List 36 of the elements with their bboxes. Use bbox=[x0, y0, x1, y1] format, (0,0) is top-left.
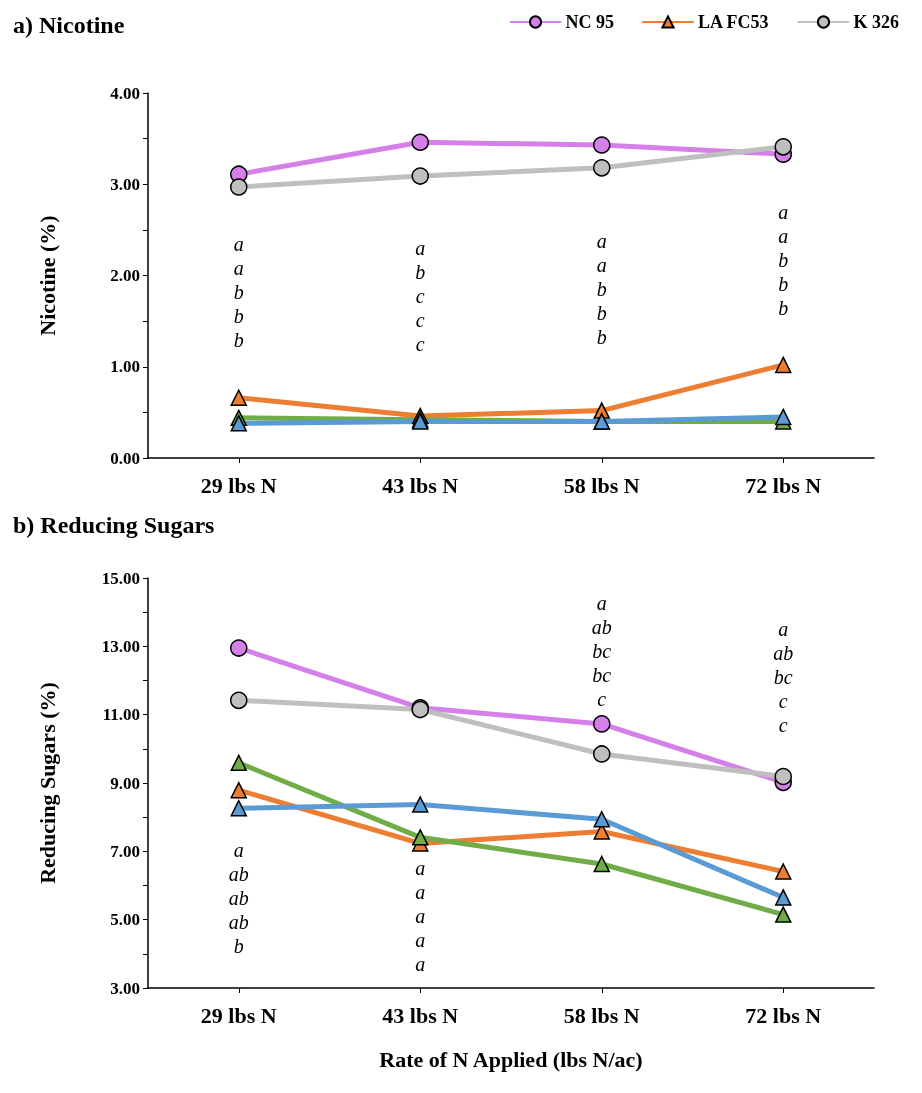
legend-label: K 326 bbox=[853, 12, 900, 32]
x-tick-label: 72 lbs N bbox=[745, 472, 822, 498]
y-tick-label: 3.00 bbox=[110, 978, 140, 998]
chart-title: b) Reducing Sugars bbox=[13, 512, 215, 538]
y-tick-label: 3.00 bbox=[110, 174, 140, 194]
annotation: a a b b b bbox=[596, 230, 607, 349]
y-tick-label: 13.00 bbox=[101, 636, 140, 656]
x-tick-label: 72 lbs N bbox=[745, 1002, 822, 1028]
y-tick-label: 15.00 bbox=[101, 568, 140, 588]
annotation: a ab bc c c bbox=[773, 618, 794, 737]
y-tick-label: 9.00 bbox=[110, 773, 140, 793]
chart-title: a) Nicotine bbox=[13, 12, 125, 38]
annotation: a a a a a bbox=[415, 856, 426, 975]
x-tick-label: 29 lbs N bbox=[200, 1002, 277, 1028]
x-tick-label: 29 lbs N bbox=[200, 472, 277, 498]
y-axis-title: Nicotine (%) bbox=[34, 215, 60, 336]
annotation: a b c c c bbox=[415, 237, 426, 356]
legend-label: LA FC53 bbox=[698, 12, 769, 32]
legend-label: NC 95 bbox=[565, 12, 614, 32]
y-tick-label: 0.00 bbox=[110, 448, 140, 468]
y-tick-label: 5.00 bbox=[110, 910, 140, 930]
y-tick-label: 4.00 bbox=[110, 83, 140, 103]
y-axis-title: Reducing Sugars (%) bbox=[34, 682, 60, 884]
x-tick-label: 58 lbs N bbox=[563, 472, 640, 498]
annotation: a ab bc bc c bbox=[591, 591, 612, 710]
annotation: a a b b b bbox=[233, 233, 244, 352]
x-tick-label: 43 lbs N bbox=[382, 1002, 459, 1028]
y-tick-label: 2.00 bbox=[110, 266, 140, 285]
x-tick-label: 43 lbs N bbox=[382, 472, 459, 498]
y-tick-label: 7.00 bbox=[110, 841, 140, 861]
x-tick-label: 58 lbs N bbox=[563, 1002, 640, 1028]
y-tick-label: 1.00 bbox=[110, 357, 140, 377]
annotation: a ab ab ab b bbox=[228, 839, 249, 958]
y-tick-label: 11.00 bbox=[102, 705, 140, 725]
annotation: a a b b b bbox=[778, 200, 789, 319]
x-axis-title: Rate of N Applied (lbs N/ac) bbox=[379, 1046, 643, 1072]
